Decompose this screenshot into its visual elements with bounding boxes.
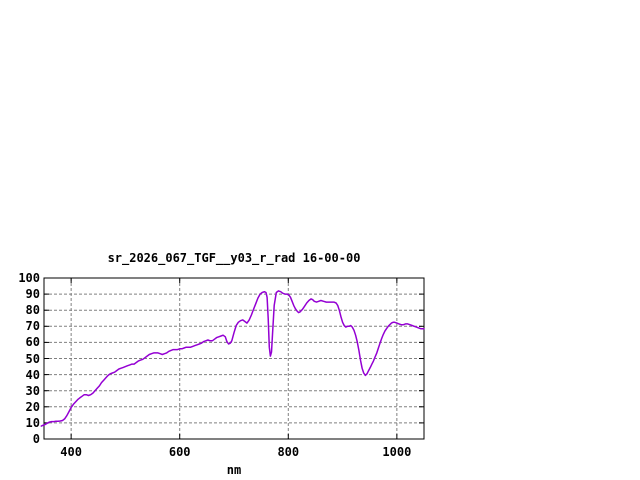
x-tick-label: 600	[168, 445, 191, 459]
y-tick-label: 40	[25, 367, 40, 382]
y-tick-label: 100	[18, 271, 40, 285]
y-tick-label: 70	[25, 319, 40, 334]
y-tick-label: 10	[25, 415, 40, 430]
y-tick-label: 0	[32, 432, 40, 446]
y-tick-label: 90	[25, 287, 40, 302]
x-tick-label: 400	[60, 445, 82, 459]
y-tick-label: 50	[25, 351, 40, 366]
x-tick-label: 1000	[382, 445, 412, 459]
x-axis-label: nm	[226, 463, 242, 477]
x-tick-label: 800	[277, 445, 300, 459]
chart-title: sr_2026_067_TGF__y03_r_rad 16-00-00	[107, 251, 361, 265]
y-tick-label: 80	[25, 303, 40, 318]
y-tick-label: 60	[25, 335, 40, 350]
y-tick-label: 20	[25, 399, 40, 414]
y-tick-label: 30	[25, 383, 40, 398]
data-curve	[40, 290, 425, 427]
